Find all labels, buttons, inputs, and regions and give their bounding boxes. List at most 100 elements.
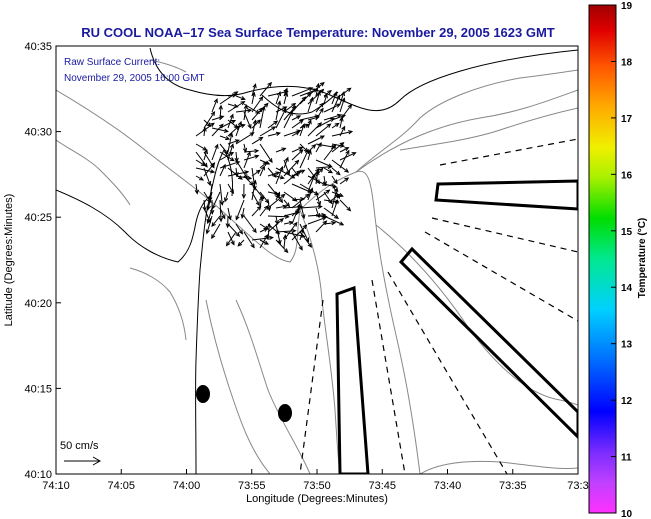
radar-footprints [335,179,578,474]
current-vector-arrow [251,179,257,201]
current-vector-arrow [259,159,271,165]
current-vector-arrow [307,187,314,201]
x-tick-label: 73:55 [238,480,266,492]
current-vector-arrow [243,154,260,161]
current-vector-arrow [218,199,224,223]
current-vector-arrow [251,169,261,177]
colorbar-tick-label: 17 [621,114,633,125]
current-vector-arrow [195,175,205,181]
current-vector-arrow [339,147,350,153]
current-vector-arrow [241,183,247,199]
current-vector-arrow [219,183,225,206]
current-vector-arrow [323,167,334,174]
colorbar-tick-label: 13 [621,340,633,351]
radar-footprint-south [335,285,370,474]
current-vector-arrow [283,170,302,185]
current-vector-arrow [283,110,293,129]
current-vector-arrow [275,228,297,234]
current-vector-arrow [299,199,306,220]
current-label: Raw Surface Current: [64,57,160,68]
current-vector-arrow [331,122,340,129]
current-vector-arrow [259,165,265,177]
contour-line [56,89,301,263]
current-vector-arrow [331,175,338,185]
current-vector-arrow [237,239,245,247]
bathymetry-contours [56,59,578,474]
current-vector-arrow [291,131,301,137]
current-vector-arrow [206,207,213,225]
current-vector-arrow [211,143,219,161]
current-vector-arrow [307,122,323,137]
current-vector-arrow [267,193,286,209]
current-vector-arrow [307,216,327,225]
current-vector-arrow [259,233,269,249]
x-tick-label: 73:3 [567,480,588,492]
current-vector-arrow [203,167,212,187]
radar-beam-line [387,271,508,474]
current-vector-arrow [331,159,350,173]
radar-beam-line [439,138,578,166]
radar-beam-line [431,217,578,253]
current-vector-arrow [291,115,302,121]
colorbar-tick-label: 14 [621,283,633,294]
current-vector-arrow [251,83,257,97]
current-vector-arrow [259,105,266,129]
current-vector-arrow [291,146,304,153]
x-axis-label: Longitude (Degrees:Minutes) [246,493,388,505]
current-vector-arrow [283,199,291,208]
x-tick-label: 73:40 [434,480,462,492]
scale-arrow-icon [64,456,102,466]
map-title: RU COOL NOAA–17 Sea Surface Temperature:… [81,25,555,40]
contour-line [129,267,187,341]
current-vector-arrow [227,170,250,177]
x-tick-label: 74:05 [107,480,135,492]
current-vector-arrow [235,175,253,181]
current-vector-arrow [339,116,344,129]
current-vector-arrow [275,147,287,153]
current-vector-arrow [315,164,333,170]
current-vector-arrow [266,199,272,212]
current-vector-arrow [307,173,316,193]
current-vector-arrow [307,149,312,161]
current-vector-arrow [251,96,264,113]
radar-beam-line [371,279,406,474]
current-vector-arrow [266,222,272,241]
colorbar-tick-label: 19 [621,1,633,12]
current-vector-arrow [227,132,234,153]
current-vector-arrow [235,95,246,101]
current-vector-arrow [307,143,317,153]
current-vector-arrow [315,117,335,129]
current-vector-arrow [299,228,305,241]
x-tick-label: 74:10 [42,480,70,492]
colorbar-tick-label: 16 [621,170,633,181]
colorbar-tick-label: 18 [621,57,633,68]
current-vector-arrow [323,207,339,219]
current-vector-arrow [227,207,232,221]
current-vector-arrow [243,175,254,186]
current-vector-arrow [267,217,284,233]
contour-line [56,139,131,206]
current-vector-arrow [267,131,281,137]
current-vector-arrow [283,91,289,105]
current-vector-arrow [339,97,346,113]
current-vector-arrow [331,193,340,201]
y-tick-label: 40:25 [24,212,52,224]
current-vector-arrow [267,183,280,199]
current-vector-arrow [259,205,269,217]
current-vector-arrow [211,98,218,113]
current-vector-arrow [323,103,341,113]
current-vector-arrow [307,96,314,113]
current-vector-arrow [307,135,325,145]
current-vector-arrow [227,143,235,161]
current-vector-arrow [275,191,283,204]
station-marker [196,385,210,403]
current-vector-arrow [323,113,342,121]
current-vector-arrow [291,193,310,209]
current-vector-arrow [211,215,221,228]
current-vector-arrow [283,87,288,97]
current-vector-arrow [322,175,328,187]
current-vector-arrow [267,171,281,177]
current-vector-arrow [307,119,312,129]
current-vector-arrow [283,159,300,177]
current-vector-arrow [251,205,262,217]
